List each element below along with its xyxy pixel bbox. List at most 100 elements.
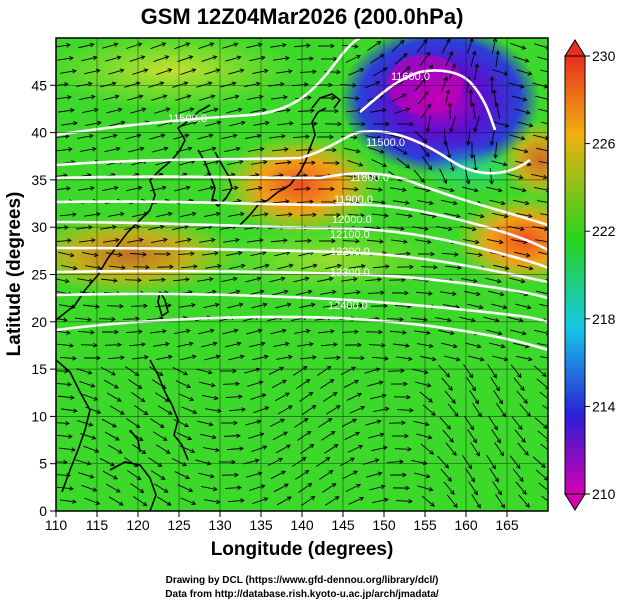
streamline-arrowhead: [166, 501, 172, 506]
streamline-arrowhead: [494, 477, 499, 483]
credit-line-1: Drawing by DCL (https://www.gfd-dennou.o…: [166, 575, 439, 586]
streamline-segment: [489, 468, 499, 482]
streamline-segment: [444, 390, 456, 404]
streamline-arrowhead: [542, 174, 548, 180]
streamline-arrowhead: [378, 329, 383, 335]
streamline-segment: [513, 199, 529, 205]
streamline-segment: [274, 392, 290, 402]
streamline-segment: [226, 447, 244, 451]
streamline-segment: [341, 331, 359, 333]
streamline-segment: [172, 278, 190, 282]
streamline-arrowhead: [450, 166, 455, 172]
streamline-arrowhead: [423, 226, 429, 232]
streamline-segment: [515, 160, 531, 166]
streamline-segment: [180, 497, 196, 505]
streamline-segment: [513, 56, 529, 62]
streamline-segment: [179, 304, 195, 308]
streamline-segment: [100, 278, 118, 282]
streamline-segment: [153, 343, 169, 347]
streamline-arrowhead: [189, 107, 195, 112]
streamline-arrowhead: [91, 146, 97, 152]
streamline-segment: [56, 343, 74, 347]
streamline-segment: [180, 355, 196, 361]
streamline-segment: [107, 356, 125, 360]
streamline-arrowhead: [428, 343, 434, 349]
streamline-arrowhead: [447, 102, 453, 107]
streamline-arrowhead: [307, 95, 312, 100]
streamline-arrowhead: [233, 42, 239, 47]
streamline-segment: [297, 110, 315, 112]
streamline-arrowhead: [165, 449, 171, 454]
streamline-segment: [324, 444, 338, 454]
streamline-arrowhead: [473, 127, 478, 133]
streamline-arrowhead: [453, 503, 458, 508]
streamline-segment: [272, 148, 288, 152]
streamline-arrowhead: [69, 252, 75, 258]
streamline-arrowhead: [430, 251, 435, 257]
streamline-arrowhead: [67, 238, 72, 243]
streamline-arrowhead: [433, 264, 438, 270]
map-plot: [56, 38, 554, 511]
streamline-segment: [493, 121, 509, 127]
streamline-arrowhead: [72, 265, 78, 271]
streamline-segment: [438, 329, 454, 335]
streamline-arrowhead: [354, 186, 359, 192]
streamline-arrowhead: [498, 239, 504, 245]
streamline-arrowhead: [479, 213, 485, 219]
streamline-segment: [372, 265, 390, 269]
streamline-arrowhead: [262, 302, 268, 308]
streamline-arrowhead: [137, 384, 143, 390]
streamline-segment: [246, 472, 262, 478]
streamline-segment: [439, 168, 447, 184]
streamline-arrowhead: [475, 451, 480, 457]
streamline-arrowhead: [264, 263, 270, 269]
streamline-arrowhead: [141, 342, 146, 347]
streamline-arrowhead: [260, 55, 266, 61]
streamline-arrowhead: [361, 121, 366, 127]
streamline-segment: [514, 108, 530, 114]
streamline-arrowhead: [543, 424, 548, 429]
streamline-segment: [223, 239, 239, 243]
streamline-arrowhead: [233, 420, 238, 426]
colorbar-tick-label: 226: [592, 136, 616, 152]
streamline-segment: [440, 468, 452, 482]
streamline-segment: [125, 366, 139, 376]
streamline-arrowhead: [191, 211, 197, 217]
streamline-segment: [486, 186, 502, 192]
streamline-segment: [538, 251, 548, 255]
streamline-arrowhead: [550, 110, 554, 114]
streamline-segment: [252, 497, 268, 505]
streamline-segment: [198, 329, 214, 335]
colorbar-top-triangle: [564, 39, 586, 57]
streamline-arrowhead: [492, 373, 497, 379]
streamline-segment: [154, 108, 170, 114]
streamline-segment: [415, 381, 431, 387]
streamline-segment: [175, 380, 191, 388]
streamline-arrowhead: [210, 382, 216, 388]
streamline-arrowhead: [305, 379, 311, 384]
streamline-arrowhead: [160, 475, 166, 480]
streamline-arrowhead: [139, 146, 145, 152]
streamline-arrowhead: [520, 135, 526, 141]
streamline-segment: [474, 64, 478, 80]
streamline-arrowhead: [426, 382, 432, 388]
streamline-segment: [57, 57, 73, 61]
streamline-segment: [420, 266, 438, 268]
streamline-segment: [414, 330, 430, 334]
y-tick-label: 40: [31, 125, 47, 141]
y-tick-label: 5: [39, 456, 47, 472]
streamline-segment: [534, 417, 548, 429]
streamline-segment: [275, 303, 291, 309]
streamline-segment: [536, 147, 548, 152]
contour-12200: [56, 269, 548, 300]
streamline-segment: [489, 342, 505, 348]
contour-label-12100: 12100.0: [330, 229, 370, 241]
streamline-segment: [394, 448, 412, 450]
streamline-arrowhead: [493, 154, 498, 159]
streamline-segment: [493, 390, 503, 404]
streamline-segment: [243, 459, 259, 465]
streamline-segment: [485, 277, 501, 283]
streamline-segment: [534, 43, 548, 49]
streamline-segment: [297, 343, 313, 347]
streamline-segment: [173, 419, 189, 427]
